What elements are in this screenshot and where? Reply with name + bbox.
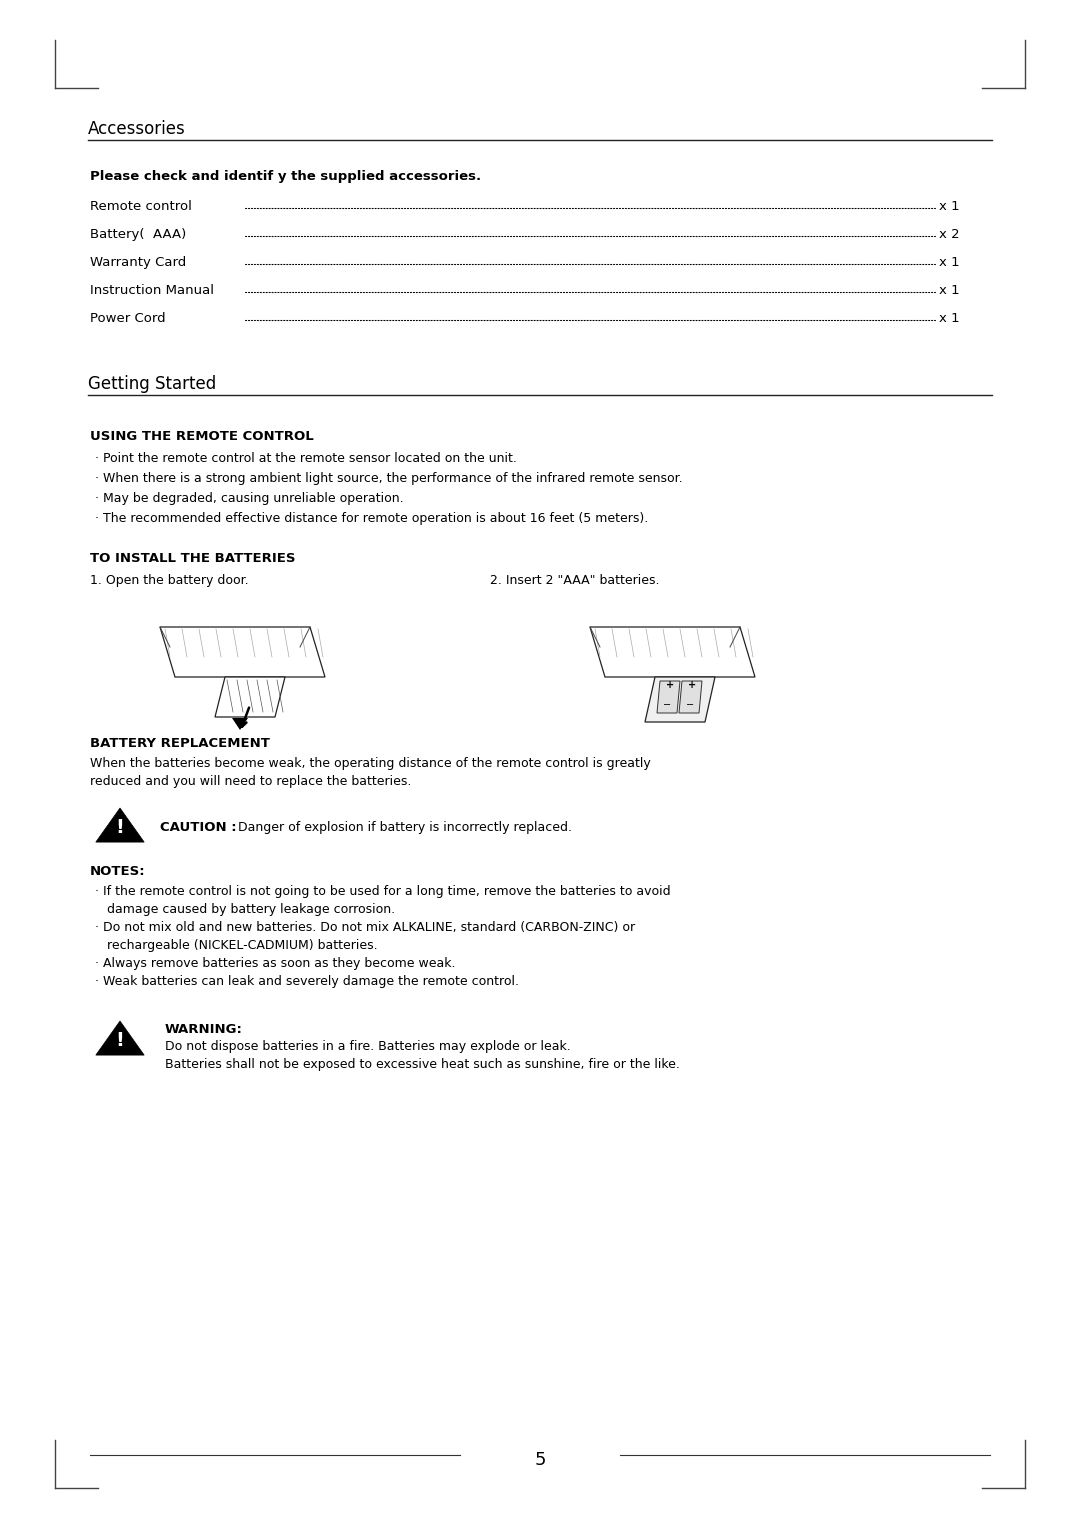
Text: · If the remote control is not going to be used for a long time, remove the batt: · If the remote control is not going to …: [95, 885, 671, 898]
Text: !: !: [116, 819, 124, 837]
Text: NOTES:: NOTES:: [90, 865, 146, 879]
Polygon shape: [645, 677, 715, 723]
Text: Warranty Card: Warranty Card: [90, 257, 186, 269]
Text: 5: 5: [535, 1452, 545, 1468]
Polygon shape: [679, 681, 702, 714]
Text: TO INSTALL THE BATTERIES: TO INSTALL THE BATTERIES: [90, 552, 296, 565]
Text: reduced and you will need to replace the batteries.: reduced and you will need to replace the…: [90, 775, 411, 788]
Text: +: +: [666, 680, 674, 691]
Text: · Weak batteries can leak and severely damage the remote control.: · Weak batteries can leak and severely d…: [95, 975, 519, 989]
Polygon shape: [96, 808, 145, 842]
Text: Please check and identif y the supplied accessories.: Please check and identif y the supplied …: [90, 170, 481, 183]
Text: Do not dispose batteries in a fire. Batteries may explode or leak.: Do not dispose batteries in a fire. Batt…: [165, 1041, 570, 1053]
Text: BATTERY REPLACEMENT: BATTERY REPLACEMENT: [90, 736, 270, 750]
Text: −: −: [663, 700, 671, 711]
Text: x 1: x 1: [940, 312, 960, 325]
Text: damage caused by battery leakage corrosion.: damage caused by battery leakage corrosi…: [95, 903, 395, 915]
Text: 2. Insert 2 "AAA" batteries.: 2. Insert 2 "AAA" batteries.: [490, 575, 660, 587]
Text: Battery(  AAA): Battery( AAA): [90, 228, 186, 241]
Text: 1. Open the battery door.: 1. Open the battery door.: [90, 575, 248, 587]
Polygon shape: [657, 681, 680, 714]
Text: When the batteries become weak, the operating distance of the remote control is : When the batteries become weak, the oper…: [90, 756, 651, 770]
Text: Remote control: Remote control: [90, 200, 192, 212]
Text: Getting Started: Getting Started: [87, 374, 216, 393]
Text: x 1: x 1: [940, 284, 960, 296]
Text: · The recommended effective distance for remote operation is about 16 feet (5 me: · The recommended effective distance for…: [95, 512, 648, 526]
Polygon shape: [96, 1021, 145, 1056]
Text: USING THE REMOTE CONTROL: USING THE REMOTE CONTROL: [90, 429, 314, 443]
Text: Batteries shall not be exposed to excessive heat such as sunshine, fire or the l: Batteries shall not be exposed to excess…: [165, 1057, 680, 1071]
Polygon shape: [215, 677, 285, 717]
Text: rechargeable (NICKEL-CADMIUM) batteries.: rechargeable (NICKEL-CADMIUM) batteries.: [95, 940, 378, 952]
Text: x 1: x 1: [940, 200, 960, 212]
Text: · May be degraded, causing unreliable operation.: · May be degraded, causing unreliable op…: [95, 492, 404, 504]
Text: −: −: [686, 700, 694, 711]
Text: WARNING:: WARNING:: [165, 1024, 243, 1036]
Text: Instruction Manual: Instruction Manual: [90, 284, 214, 296]
Text: · Point the remote control at the remote sensor located on the unit.: · Point the remote control at the remote…: [95, 452, 517, 465]
Polygon shape: [232, 718, 248, 730]
Text: x 2: x 2: [940, 228, 960, 241]
Text: !: !: [116, 1031, 124, 1050]
Text: Danger of explosion if battery is incorrectly replaced.: Danger of explosion if battery is incorr…: [238, 821, 572, 834]
Text: x 1: x 1: [940, 257, 960, 269]
Text: +: +: [688, 680, 697, 691]
Text: · Always remove batteries as soon as they become weak.: · Always remove batteries as soon as the…: [95, 957, 456, 970]
Text: · Do not mix old and new batteries. Do not mix ALKALINE, standard (CARBON-ZINC) : · Do not mix old and new batteries. Do n…: [95, 921, 635, 934]
Text: Power Cord: Power Cord: [90, 312, 170, 325]
Text: Accessories: Accessories: [87, 121, 186, 138]
Text: · When there is a strong ambient light source, the performance of the infrared r: · When there is a strong ambient light s…: [95, 472, 683, 484]
Text: CAUTION :: CAUTION :: [160, 821, 237, 834]
